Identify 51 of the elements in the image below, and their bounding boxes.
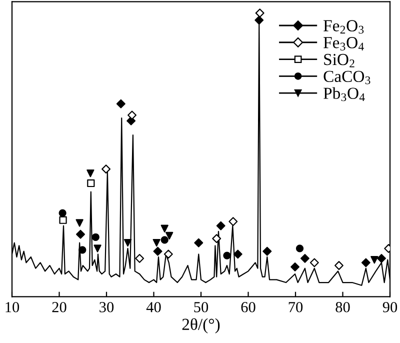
point xyxy=(370,256,378,264)
point xyxy=(94,244,102,252)
point xyxy=(102,164,111,174)
x-tick-label: 40 xyxy=(146,302,161,312)
point xyxy=(58,209,66,217)
point xyxy=(310,258,319,268)
x-tick-label: 20 xyxy=(52,302,66,312)
point xyxy=(86,170,94,178)
point xyxy=(76,230,85,239)
point xyxy=(296,244,304,252)
point xyxy=(153,246,162,256)
point xyxy=(290,262,300,272)
point xyxy=(164,250,173,259)
x-tick-label: 50 xyxy=(194,302,208,312)
point xyxy=(135,254,144,263)
point xyxy=(216,221,226,230)
legend-label: SiO$_{2}$ xyxy=(324,54,354,68)
point xyxy=(160,236,168,244)
point xyxy=(152,238,160,247)
point xyxy=(87,179,95,188)
point xyxy=(124,238,132,247)
point xyxy=(334,261,344,270)
point xyxy=(116,99,126,108)
x-tick-label: 90 xyxy=(382,302,398,312)
legend-label: Fe$_{3}$O$_{4}$ xyxy=(324,37,364,50)
point xyxy=(254,16,264,25)
x-tick-label: 80 xyxy=(336,302,350,312)
point xyxy=(160,224,168,232)
point xyxy=(223,252,231,260)
x-tick-label: 70 xyxy=(288,302,303,312)
point xyxy=(76,219,84,227)
point xyxy=(262,246,272,256)
point xyxy=(228,217,238,226)
point xyxy=(255,8,264,18)
x-tick-label: 10 xyxy=(6,302,20,312)
point xyxy=(59,216,67,224)
legend-label: Pb$_{3}$O$_{4}$ xyxy=(324,87,365,102)
point xyxy=(233,250,242,259)
point xyxy=(92,233,100,241)
point xyxy=(361,258,370,268)
x-tick-label: 60 xyxy=(241,302,256,312)
point xyxy=(377,254,386,263)
point xyxy=(212,234,222,244)
legend-label: CaCO$_{3}$ xyxy=(324,70,370,84)
legend-label: Fe$_{2}$O$_{3}$ xyxy=(324,20,364,34)
x-tick-label: 30 xyxy=(100,302,114,312)
x-axis-title: 2θ/(°) xyxy=(182,318,220,334)
point xyxy=(300,254,310,263)
point xyxy=(194,238,204,248)
point xyxy=(166,232,174,240)
point xyxy=(78,246,86,254)
